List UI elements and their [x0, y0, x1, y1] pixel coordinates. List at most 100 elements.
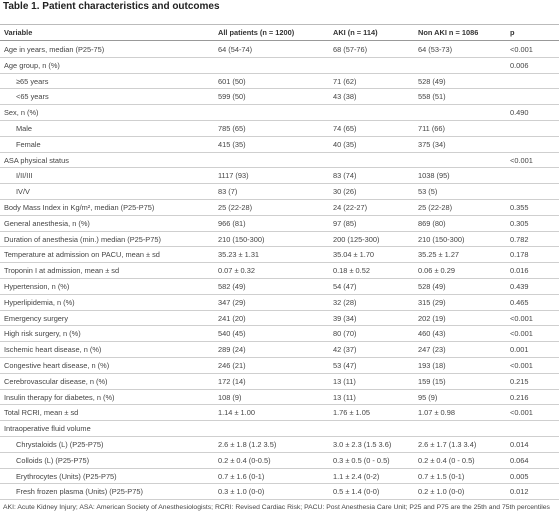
table-cell: Emergency surgery — [4, 313, 69, 323]
table-cell: Fresh frozen plasma (Units) (P25-P75) — [16, 487, 143, 497]
table-cell: 210 (150-300) — [418, 234, 465, 244]
table-cell: 558 (51) — [418, 92, 446, 102]
table-row: Ischemic heart disease, n (%) 289 (24) 42 … — [0, 342, 559, 358]
table-cell: 108 (9) — [218, 392, 242, 402]
table-cell: 25 (22-28) — [418, 203, 453, 212]
table-cell: 0.064 — [510, 455, 529, 465]
table-row: Body Mass Index in Kg/m², median (P25-P7… — [0, 200, 559, 216]
table-title: Table 1. Patient characteristics and out… — [3, 1, 220, 12]
table-cell: 13 (11) — [333, 392, 356, 402]
table-cell: <0.001 — [510, 313, 533, 323]
table-cell: Chrystaloids (L) (P25-P75) — [16, 440, 104, 449]
table-cell: 0.7 ± 1.5 (0-1) — [418, 471, 465, 481]
table-cell: 347 (29) — [218, 297, 246, 307]
table-cell: 601 (50) — [218, 76, 246, 86]
table-cell: 202 (19) — [418, 313, 446, 323]
table-row: <65 years 599 (50) 43 (38) 558 (51) — [0, 89, 559, 106]
table-cell: 528 (49) — [418, 282, 446, 291]
table-cell: ASA physical status — [4, 155, 69, 165]
table-cell: 869 (80) — [418, 218, 446, 228]
table-cell: 247 (23) — [418, 345, 446, 355]
table-cell: 0.305 — [510, 218, 529, 228]
table-cell: 0.012 — [510, 487, 529, 497]
table-cell: 172 (14) — [218, 376, 246, 386]
table-cell: <0.001 — [510, 361, 533, 370]
footnote: AKI: Acute Kidney Injury; ASA: American … — [3, 504, 550, 511]
table-cell: 0.7 ± 1.6 (0-1) — [218, 471, 265, 481]
table-cell: 0.490 — [510, 108, 529, 118]
table-cell: 1117 (93) — [218, 171, 249, 181]
table-cell: 83 (74) — [333, 171, 357, 181]
table-cell: Erythrocytes (Units) (P25-P75) — [16, 471, 117, 481]
table-row: Duration of anesthesia (min.) median (P2… — [0, 232, 559, 248]
table-cell: 2.6 ± 1.7 (1.3 3.4) — [418, 440, 477, 449]
table-cell: 966 (81) — [218, 218, 246, 228]
table-cell: 3.0 ± 2.3 (1.5 3.6) — [333, 440, 392, 449]
table-cell: 0.2 ± 0.4 (0 - 0.5) — [418, 455, 475, 465]
table-row: Sex, n (%) 0.490 — [0, 105, 559, 121]
table-cell: High risk surgery, n (%) — [4, 329, 81, 339]
table-cell: I/II/III — [16, 171, 33, 181]
table-cell: 40 (35) — [333, 139, 357, 149]
table-row: Colloids (L) (P25-P75) 0.2 ± 0.4 (0-0.5) 0… — [0, 453, 559, 469]
column-header: Non AKI n = 1086 — [418, 28, 479, 37]
table-row: Troponin I at admission, mean ± sd 0.07 ±… — [0, 263, 559, 279]
table-cell: 0.3 ± 1.0 (0-0) — [218, 487, 265, 497]
table-cell: 0.5 ± 1.4 (0-0) — [333, 487, 380, 497]
table-cell: 0.782 — [510, 234, 529, 244]
table-cell: 0.001 — [510, 345, 529, 355]
table-cell: 528 (49) — [418, 76, 446, 86]
table-row: IV/V 83 (7) 30 (26) 53 (5) — [0, 184, 559, 200]
table-cell: 74 (65) — [333, 124, 357, 133]
table-cell: 1.14 ± 1.00 — [218, 408, 255, 418]
table-cell: 35.23 ± 1.31 — [218, 250, 260, 260]
table-cell: 289 (24) — [218, 345, 246, 355]
header-row: Variable All patients (n = 1200) AKI (n = … — [0, 24, 559, 41]
table-cell: 42 (37) — [333, 345, 357, 355]
table-cell: Congestive heart disease, n (%) — [4, 361, 110, 370]
table-cell: 43 (38) — [333, 92, 357, 102]
table-cell: 68 (57-76) — [333, 45, 368, 54]
table-row: Intraoperative fluid volume — [0, 421, 559, 437]
table-cell: Intraoperative fluid volume — [4, 424, 91, 434]
table-cell: 0.439 — [510, 282, 529, 291]
table-cell: 1.76 ± 1.05 — [333, 408, 370, 418]
column-header: AKI (n = 114) — [333, 28, 378, 37]
table-cell: 193 (18) — [418, 361, 446, 370]
table-cell: Temperature at admission on PACU, mean ±… — [4, 250, 160, 260]
table-cell: 1.1 ± 2.4 (0-2) — [333, 471, 380, 481]
table-cell: 210 (150-300) — [218, 234, 265, 244]
table-row: Emergency surgery 241 (20) 39 (34) 202 (19)… — [0, 311, 559, 327]
table-cell: Ischemic heart disease, n (%) — [4, 345, 102, 355]
table-cell: 711 (66) — [418, 124, 445, 133]
table-cell: 0.07 ± 0.32 — [218, 266, 255, 276]
table-row: Total RCRI, mean ± sd 1.14 ± 1.00 1.76 ± 1… — [0, 405, 559, 422]
table-cell: General anesthesia, n (%) — [4, 218, 90, 228]
table-cell: 599 (50) — [218, 92, 246, 102]
table-cell: Insulin therapy for diabetes, n (%) — [4, 392, 115, 402]
table-cell: 32 (28) — [333, 297, 357, 307]
table-cell: 0.2 ± 1.0 (0-0) — [418, 487, 465, 497]
table-cell: Hyperlipidemia, n (%) — [4, 297, 75, 307]
table-cell: 0.216 — [510, 392, 529, 402]
table-row: Male 785 (65) 74 (65) 711 (66) — [0, 121, 559, 137]
table-cell: 0.2 ± 0.4 (0-0.5) — [218, 455, 271, 465]
table-cell: 0.215 — [510, 376, 529, 386]
table-cell: 241 (20) — [218, 313, 246, 323]
table-cell: 0.005 — [510, 471, 529, 481]
table-cell: 0.18 ± 0.52 — [333, 266, 370, 276]
table-row: ≥65 years 601 (50) 71 (62) 528 (49) — [0, 74, 559, 90]
table-row: Hyperlipidemia, n (%) 347 (29) 32 (28) 315 … — [0, 295, 559, 311]
table-cell: 35.25 ± 1.27 — [418, 250, 460, 260]
table-cell: Troponin I at admission, mean ± sd — [4, 266, 120, 276]
table-row: Erythrocytes (Units) (P25-P75) 0.7 ± 1.6 … — [0, 469, 559, 485]
table-cell: 54 (47) — [333, 282, 357, 291]
table-row: Female 415 (35) 40 (35) 375 (34) — [0, 137, 559, 153]
table-cell: 460 (43) — [418, 329, 446, 339]
table-cell: 0.465 — [510, 297, 529, 307]
table-cell: 0.014 — [510, 440, 529, 449]
table-cell: Age group, n (%) — [4, 60, 60, 70]
table-cell: <0.001 — [510, 155, 533, 165]
table-cell: 246 (21) — [218, 361, 246, 370]
table-cell: 1038 (95) — [418, 171, 450, 181]
